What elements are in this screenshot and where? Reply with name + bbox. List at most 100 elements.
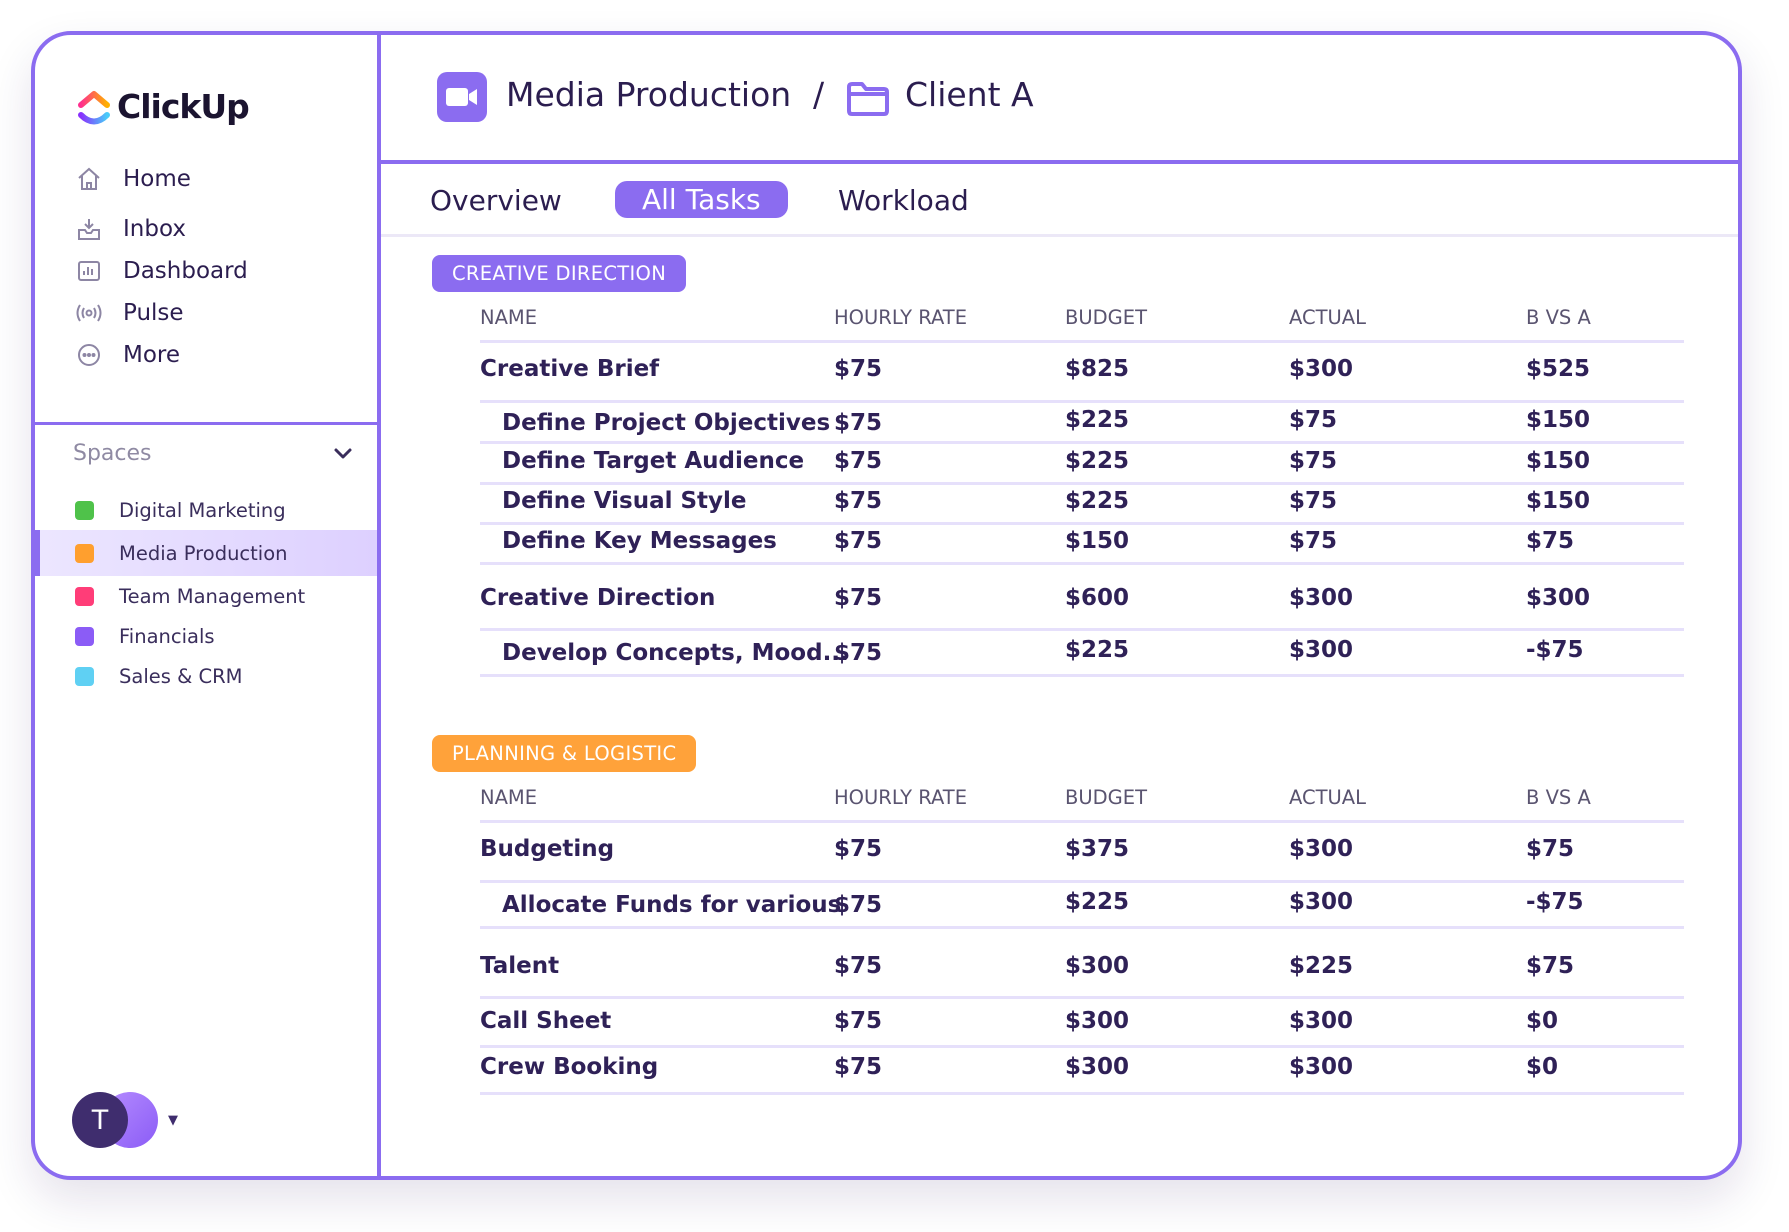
space-color-dot [75,500,94,520]
space-label: Financials [119,624,215,648]
space-color-dot [75,626,94,646]
clickup-logo[interactable]: ClickUp [77,87,250,126]
caret-down-icon[interactable]: ▼ [168,1112,178,1128]
main-nav: Home Inbox Dashboard Pulse [75,155,248,379]
bva-cell: $75 [1526,836,1575,862]
table-row[interactable]: Creative Brief $75 $825 $300 $525 [480,343,1684,403]
table-row[interactable]: Allocate Funds for various $75 $225 $300… [480,883,1684,929]
home-icon [75,165,103,193]
nav-item-home[interactable]: Home [75,155,248,203]
space-label: Digital Marketing [119,498,286,522]
space-color-dot [75,666,94,686]
budget-cell: $225 [1065,889,1130,915]
task-name[interactable]: Allocate Funds for various [502,892,842,918]
hourly-rate-cell: $75 [834,448,883,474]
actual-cell: $75 [1289,528,1338,554]
hourly-rate-cell: $75 [834,488,883,514]
space-label: Sales & CRM [119,664,243,688]
spaces-header[interactable]: Spaces [73,441,353,466]
space-item-digital-marketing[interactable]: Digital Marketing [35,490,377,530]
sidebar-divider [35,422,377,425]
breadcrumb-folder[interactable]: Client A [905,75,1034,114]
spaces-list: Digital Marketing Media Production Team … [35,487,377,696]
budget-cell: $300 [1065,1054,1130,1080]
table-row[interactable]: Crew Booking $75 $300 $300 $0 [480,1048,1684,1095]
table-row[interactable]: Call Sheet $75 $300 $300 $0 [480,999,1684,1048]
chevron-down-icon[interactable] [333,447,353,461]
task-name[interactable]: Creative Direction [480,585,716,611]
sidebar: ClickUp Home Inbox Dashboard [35,35,381,1176]
actual-cell: $300 [1289,356,1354,382]
task-name[interactable]: Crew Booking [480,1054,659,1080]
col-header-hourly-rate[interactable]: HOURLY RATE [834,306,968,329]
bva-cell: $150 [1526,448,1591,474]
nav-item-pulse[interactable]: Pulse [75,289,248,337]
actual-cell: $300 [1289,1008,1354,1034]
task-name[interactable]: Develop Concepts, Mood... [502,640,849,666]
col-header-budget[interactable]: BUDGET [1065,786,1148,809]
col-header-name[interactable]: NAME [480,306,538,329]
nav-label: Inbox [123,216,186,242]
avatar[interactable]: T [72,1092,128,1148]
space-item-sales-crm[interactable]: Sales & CRM [35,656,377,696]
group-badge-creative-direction[interactable]: CREATIVE DIRECTION [432,255,687,292]
nav-label: More [123,342,181,368]
nav-item-dashboard[interactable]: Dashboard [75,247,248,295]
space-label: Team Management [119,584,306,608]
task-name[interactable]: Creative Brief [480,356,660,382]
budget-cell: $225 [1065,488,1130,514]
nav-label: Dashboard [123,258,248,284]
col-header-budget[interactable]: BUDGET [1065,306,1148,329]
space-item-financials[interactable]: Financials [35,616,377,656]
tab-workload[interactable]: Workload [838,184,969,217]
table-row[interactable]: Define Key Messages $75 $150 $75 $75 [480,525,1684,565]
budget-cell: $225 [1065,448,1130,474]
task-name[interactable]: Define Target Audience [502,448,805,474]
table-row[interactable]: Define Project Objectives $75 $225 $75 $… [480,403,1684,444]
task-name[interactable]: Talent [480,953,560,979]
actual-cell: $300 [1289,889,1354,915]
actual-cell: $300 [1289,585,1354,611]
hourly-rate-cell: $75 [834,640,883,666]
budget-cell: $225 [1065,407,1130,433]
table-row[interactable]: Budgeting $75 $375 $300 $75 [480,823,1684,883]
task-name[interactable]: Budgeting [480,836,615,862]
table-row[interactable]: Talent $75 $300 $225 $75 [480,929,1684,999]
col-header-bva[interactable]: B VS A [1526,786,1591,809]
space-color-dot [75,586,94,606]
table-row[interactable]: Develop Concepts, Mood... $75 $225 $300 … [480,631,1684,677]
task-name[interactable]: Call Sheet [480,1008,612,1034]
tab-all-tasks[interactable]: All Tasks [615,181,788,218]
task-name[interactable]: Define Visual Style [502,488,747,514]
col-header-hourly-rate[interactable]: HOURLY RATE [834,786,968,809]
task-name[interactable]: Define Project Objectives [502,410,831,436]
nav-item-more[interactable]: More [75,331,248,379]
col-header-actual[interactable]: ACTUAL [1289,786,1367,809]
bva-cell: $75 [1526,528,1575,554]
task-table-planning-logistic: NAME HOURLY RATE BUDGET ACTUAL B VS A Bu… [480,780,1684,1095]
table-row[interactable]: Define Target Audience $75 $225 $75 $150 [480,444,1684,485]
page-header: Media Production / Client A [381,35,1738,164]
hourly-rate-cell: $75 [834,892,883,918]
nav-label: Pulse [123,300,184,326]
task-name[interactable]: Define Key Messages [502,528,777,554]
budget-cell: $300 [1065,1008,1130,1034]
tab-overview[interactable]: Overview [430,184,562,217]
table-row[interactable]: Define Visual Style $75 $225 $75 $150 [480,485,1684,525]
col-header-bva[interactable]: B VS A [1526,306,1591,329]
space-label: Media Production [119,541,288,565]
space-item-media-production[interactable]: Media Production [35,530,377,576]
nav-label: Home [123,166,191,192]
nav-item-inbox[interactable]: Inbox [75,205,248,253]
actual-cell: $300 [1289,836,1354,862]
folder-icon [847,82,889,116]
space-item-team-management[interactable]: Team Management [35,576,377,616]
budget-cell: $375 [1065,836,1130,862]
col-header-actual[interactable]: ACTUAL [1289,306,1367,329]
table-row[interactable]: Creative Direction $75 $600 $300 $300 [480,565,1684,631]
user-menu[interactable]: T ▼ [72,1092,178,1148]
group-badge-planning-logistic[interactable]: PLANNING & LOGISTIC [432,735,697,772]
col-header-name[interactable]: NAME [480,786,538,809]
video-camera-icon [437,72,487,122]
breadcrumb-space[interactable]: Media Production [506,75,792,114]
